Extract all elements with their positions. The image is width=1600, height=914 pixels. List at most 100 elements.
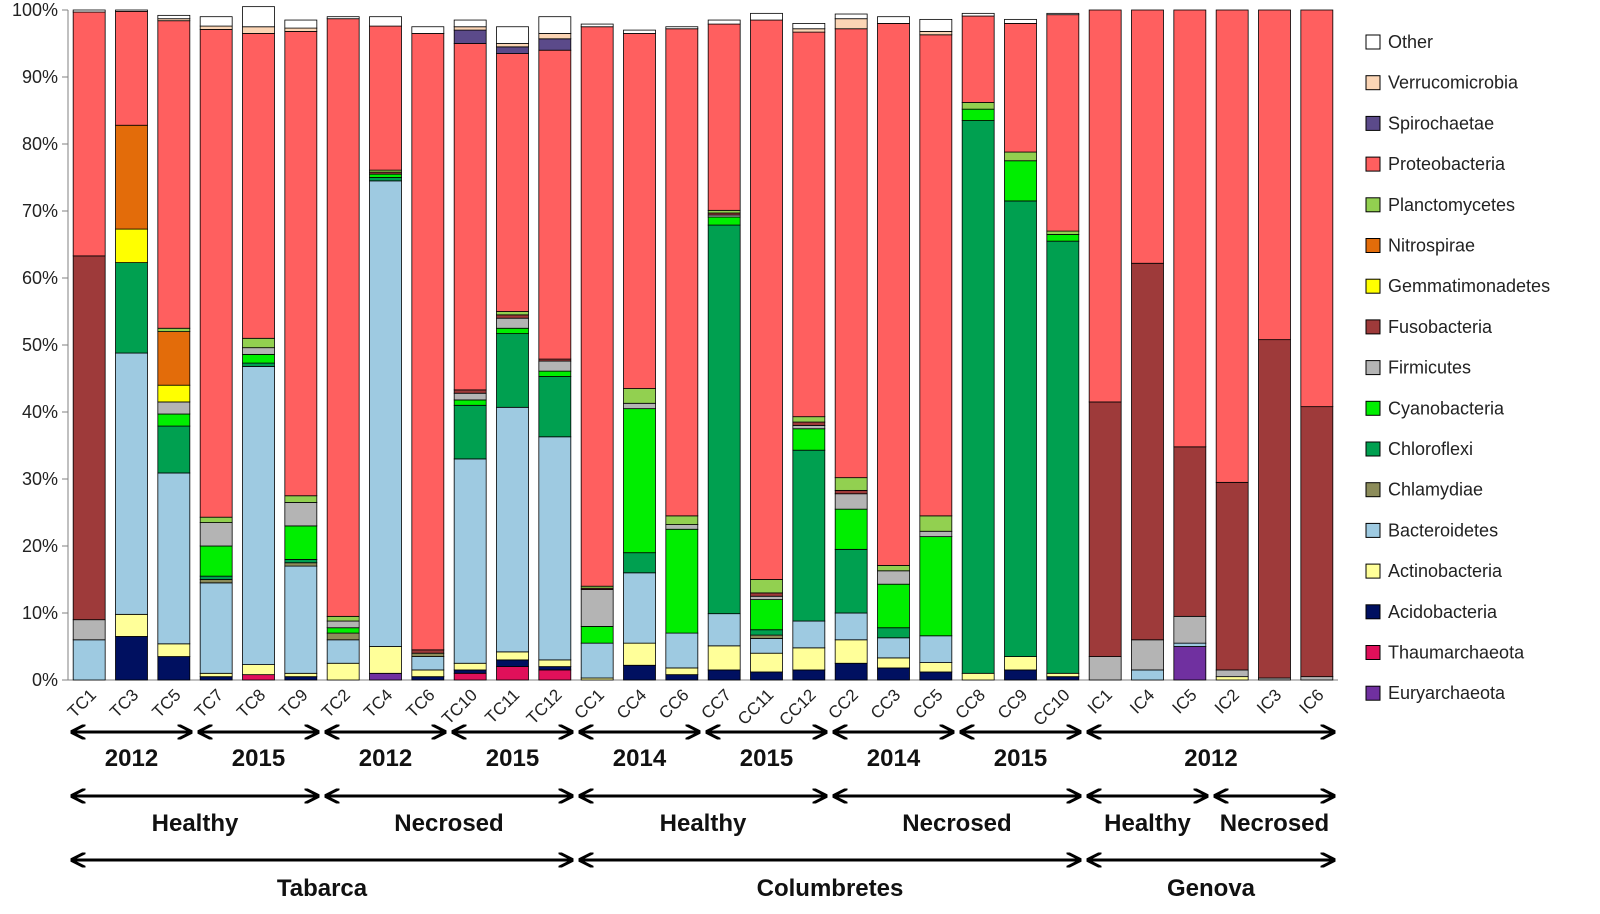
legend-label: Chlamydiae bbox=[1388, 480, 1483, 500]
bar-segment-TC8-proteobacteria bbox=[242, 33, 275, 339]
bar-segment-CC7-other bbox=[707, 19, 741, 25]
y-tick-label: 80% bbox=[22, 134, 58, 154]
bar-segment-CC8-cyanobacteria bbox=[961, 108, 995, 121]
bar-segment-TC6-acidobacteria bbox=[411, 676, 445, 681]
group-annotations: 2012 2015 2012 2015 2014 2015 2014 2015 2012 Heal… bbox=[72, 732, 1334, 902]
bar-segment-TC12-verrucomicrobia bbox=[538, 33, 572, 40]
bar-segment-IC6-proteobacteria bbox=[1300, 9, 1334, 408]
bar-segment-IC1-fusobacteria bbox=[1088, 401, 1122, 657]
bar-segment-TC9-acidobacteria bbox=[284, 676, 318, 681]
year-label: 2012 bbox=[359, 745, 412, 772]
legend-label: Spirochaetae bbox=[1388, 113, 1494, 133]
bar-segment-TC10-chloroflexi bbox=[453, 404, 487, 460]
bar-segment-CC7-chloroflexi bbox=[707, 224, 741, 615]
bar-segment-IC6-firmicutes bbox=[1300, 676, 1334, 681]
legend-label: Bacteroidetes bbox=[1388, 520, 1498, 540]
x-tick-label: CC8 bbox=[952, 685, 989, 722]
bar-segment-TC6-proteobacteria bbox=[411, 33, 445, 651]
legend-swatch bbox=[1365, 400, 1381, 416]
bar-segment-TC4-cyanobacteria bbox=[369, 173, 402, 178]
bar-segment-CC10-actinobacteria bbox=[1046, 672, 1080, 678]
bar-segment-IC4-proteobacteria bbox=[1131, 9, 1164, 264]
legend-swatch bbox=[1365, 685, 1381, 701]
bar-segment-TC11-planctomycetes bbox=[496, 311, 529, 316]
bar-segment-TC11-acidobacteria bbox=[496, 659, 529, 668]
x-tick-label: TC12 bbox=[523, 685, 566, 728]
y-tick-label: 90% bbox=[22, 67, 58, 87]
site-label: Columbretes bbox=[757, 875, 904, 902]
bar-segment-TC10-acidobacteria bbox=[453, 669, 487, 674]
bar-segment-TC8-verrucomicrobia bbox=[242, 26, 275, 34]
bar-segment-TC8-other bbox=[242, 6, 275, 28]
bar-segment-TC9-planctomycetes bbox=[284, 495, 318, 503]
legend: Other Verrucomicrobia Spirochaetae Proteoba… bbox=[1365, 32, 1550, 703]
bar-segment-TC3-nitrospirae bbox=[115, 124, 148, 230]
bar-segment-CC12-firmicutes bbox=[792, 424, 826, 430]
year-label: 2015 bbox=[486, 745, 539, 772]
y-tick-label: 70% bbox=[22, 201, 58, 221]
bar-segment-TC12-actinobacteria bbox=[538, 659, 572, 668]
bar-segment-TC11-verrucomicrobia bbox=[496, 43, 529, 48]
bar-segment-CC9-chloroflexi bbox=[1004, 200, 1037, 657]
x-tick-label: CC12 bbox=[775, 685, 819, 729]
bar-segment-TC3-bacteroidetes bbox=[115, 352, 148, 615]
bar-segment-TC7-chlamydiae bbox=[199, 579, 233, 584]
bar-segment-TC3-acidobacteria bbox=[115, 636, 148, 681]
legend-swatch bbox=[1365, 197, 1381, 213]
bar-segment-TC11-bacteroidetes bbox=[496, 406, 529, 653]
year-label: 2015 bbox=[232, 745, 285, 772]
x-tick-label: CC3 bbox=[867, 685, 904, 722]
y-tick-label: 50% bbox=[22, 335, 58, 355]
year-label: 2014 bbox=[867, 745, 921, 772]
bar-segment-CC9-planctomycetes bbox=[1004, 151, 1037, 162]
condition-label: Necrosed bbox=[1220, 810, 1329, 837]
bar-segment-CC4-bacteroidetes bbox=[623, 572, 656, 644]
bar-segment-CC3-bacteroidetes bbox=[877, 637, 910, 659]
bar-segment-CC8-chloroflexi bbox=[961, 120, 995, 674]
bar-segment-TC6-actinobacteria bbox=[411, 669, 445, 678]
bar-segment-TC5-proteobacteria bbox=[157, 20, 191, 329]
bar-segment-TC8-firmicutes bbox=[242, 347, 275, 355]
x-tick-label: IC6 bbox=[1296, 685, 1328, 717]
bar-segment-TC7-actinobacteria bbox=[199, 672, 233, 678]
bar-segment-CC4-planctomycetes bbox=[623, 388, 656, 404]
x-tick-label: CC7 bbox=[698, 685, 735, 722]
bar-segment-TC10-actinobacteria bbox=[453, 662, 487, 671]
bar-segment-CC5-planctomycetes bbox=[919, 515, 953, 532]
bar-segment-CC11-bacteroidetes bbox=[750, 638, 783, 654]
x-tick-label: TC11 bbox=[481, 685, 523, 727]
legend-label: Proteobacteria bbox=[1388, 154, 1506, 174]
condition-label: Healthy bbox=[152, 810, 239, 837]
bar-segment-TC10-proteobacteria bbox=[453, 43, 487, 391]
bar-segment-CC7-cyanobacteria bbox=[707, 216, 741, 226]
bar-segment-CC11-chloroflexi bbox=[750, 629, 783, 636]
bar-segment-TC10-thaumarchaeota bbox=[453, 672, 487, 681]
bar-segment-IC4-firmicutes bbox=[1131, 639, 1164, 671]
bar-segment-CC4-actinobacteria bbox=[623, 642, 656, 666]
bar-segment-TC7-verrucomicrobia bbox=[199, 25, 233, 30]
bar-segment-CC6-other bbox=[665, 26, 699, 30]
x-tick-label: CC6 bbox=[655, 685, 692, 722]
legend-swatch bbox=[1365, 360, 1381, 376]
x-tick-label: IC3 bbox=[1253, 685, 1285, 717]
bar-segment-IC5-firmicutes bbox=[1173, 615, 1207, 644]
bar-segment-CC1-other bbox=[580, 23, 614, 28]
bar-segment-CC12-bacteroidetes bbox=[792, 620, 826, 649]
bar-segment-TC5-chloroflexi bbox=[157, 425, 191, 474]
x-tick-label: TC7 bbox=[191, 685, 227, 721]
bar-segment-TC1-fusobacteria bbox=[72, 255, 106, 621]
bar-segment-TC7-firmicutes bbox=[199, 522, 233, 547]
legend-label: Euryarchaeota bbox=[1388, 683, 1506, 703]
bar-segment-CC4-cyanobacteria bbox=[623, 408, 656, 554]
bar-segment-CC6-planctomycetes bbox=[665, 515, 699, 525]
bar-segment-IC6-fusobacteria bbox=[1300, 406, 1334, 678]
bar-segment-TC5-planctomycetes bbox=[157, 327, 191, 332]
bar-segment-CC3-chloroflexi bbox=[877, 627, 910, 639]
bar-segment-CC9-acidobacteria bbox=[1004, 669, 1037, 681]
legend-swatch bbox=[1365, 441, 1381, 457]
bar-segment-TC8-thaumarchaeota bbox=[242, 674, 275, 681]
bar-segment-CC2-chloroflexi bbox=[834, 548, 868, 614]
legend-swatch bbox=[1365, 563, 1381, 579]
bar-segment-TC1-proteobacteria bbox=[72, 11, 106, 257]
y-axis: 0% 10% 20% 30% 40% 50% 60% 70% 80% 90% 100% bbox=[12, 0, 1338, 690]
